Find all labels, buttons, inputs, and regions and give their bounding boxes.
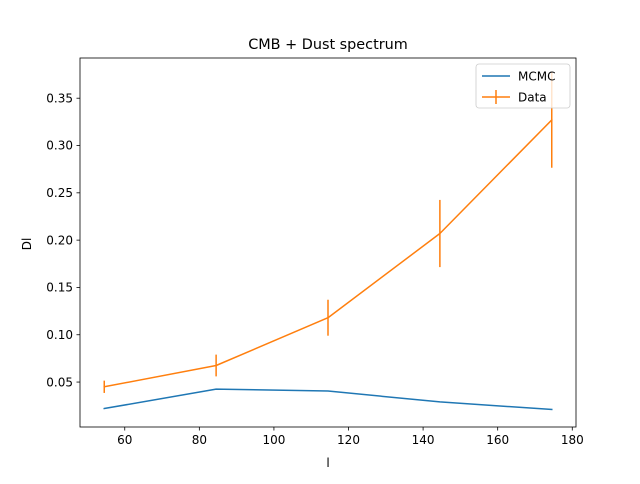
x-tick-label-6: 180 xyxy=(561,433,584,447)
legend: MCMC Data xyxy=(475,63,571,109)
axes-frame xyxy=(79,57,577,428)
y-tick-label-1: 0.10 xyxy=(46,328,73,342)
y-axis-label: Dl xyxy=(20,238,34,251)
legend-label-mcmc: MCMC xyxy=(518,69,555,83)
y-tick-label-6: 0.35 xyxy=(46,91,73,105)
x-tick-label-4: 140 xyxy=(412,433,435,447)
series-line-mcmc xyxy=(103,388,553,411)
x-axis-label: l xyxy=(326,456,329,470)
x-tick-label-3: 120 xyxy=(337,433,360,447)
x-tick-label-5: 160 xyxy=(486,433,509,447)
series-line-data xyxy=(103,118,553,388)
y-tick-label-4: 0.25 xyxy=(46,186,73,200)
chart-title: CMB + Dust spectrum xyxy=(248,37,408,53)
x-tick-label-0: 60 xyxy=(117,433,132,447)
y-tick-label-3: 0.20 xyxy=(46,233,73,247)
legend-label-data: Data xyxy=(518,90,547,104)
y-tick-label-5: 0.30 xyxy=(46,139,73,153)
x-tick-label-1: 80 xyxy=(192,433,207,447)
y-tick-label-2: 0.15 xyxy=(46,281,73,295)
axes: 60 80 100 120 140 160 180 0.05 0.10 0.15 0.20 0.25 0… xyxy=(46,57,584,447)
y-tick-label-0: 0.05 xyxy=(46,375,73,389)
x-tick-label-2: 100 xyxy=(262,433,285,447)
